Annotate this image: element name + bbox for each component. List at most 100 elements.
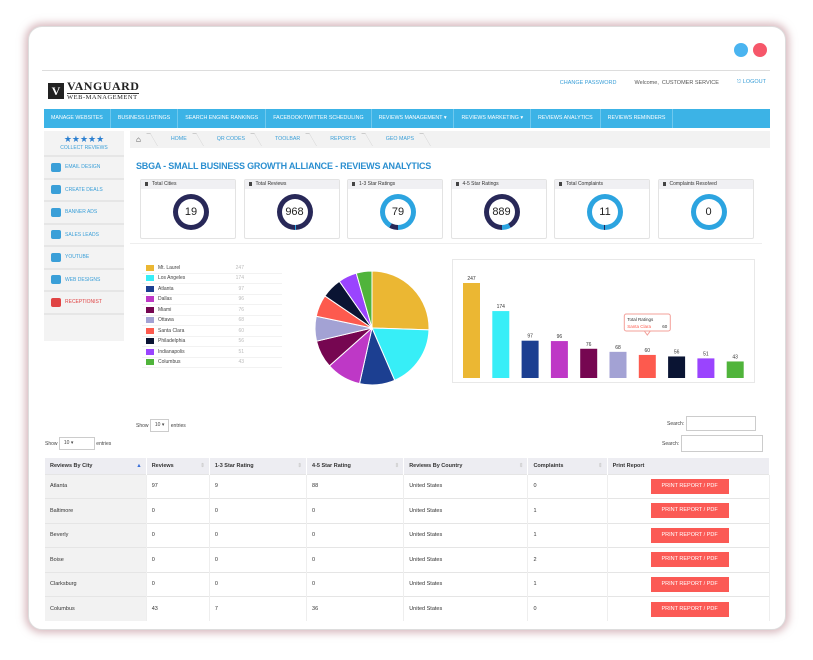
legend-item: Santa Clara 60 [142, 326, 282, 337]
bar-label: 51 [703, 351, 709, 357]
table-row: Columbus 43 7 36 United States 0 PRINT REPORT … [45, 596, 770, 621]
chart-legend: Mt. Laurel 247 Los Angeles 174 Atlanta 97 Dall… [142, 263, 282, 368]
legend-label: Mt. Laurel [158, 264, 181, 271]
inner-entries-select[interactable]: 10 ▾ [149, 419, 170, 432]
print-report-button[interactable]: PRINT REPORT / PDF [650, 478, 729, 494]
inner-search-input[interactable] [685, 416, 756, 431]
breadcrumb-item[interactable]: HOME [157, 131, 203, 148]
column-header[interactable]: 1-3 Star Rating ⇕ [209, 458, 308, 474]
bar[interactable] [726, 361, 744, 378]
nav-item[interactable]: REVIEWS ANALYTICS [531, 109, 601, 128]
sidebar-item[interactable]: EMAIL DESIGN [44, 157, 124, 180]
sort-icon: ⇕ [518, 462, 524, 469]
home-icon[interactable]: ⌂ [130, 131, 157, 148]
sidebar-item[interactable]: CREATE DEALS [44, 180, 124, 202]
pie-chart [314, 270, 430, 386]
legend-item: Columbus 43 [142, 358, 282, 368]
bar[interactable] [697, 358, 715, 378]
sidebar-item[interactable]: YOUTUBE [44, 247, 124, 270]
sidebar-item-label: SALES LEADS [65, 231, 99, 238]
search-control: Search: [662, 435, 763, 452]
table-cell: 1 [527, 571, 608, 597]
table-cell: 1 [527, 522, 608, 548]
window-dot-red[interactable] [753, 43, 767, 57]
table-cell: 43 [146, 596, 210, 621]
column-header[interactable]: Complaints ⇕ [527, 458, 608, 474]
legend-item: Indianapolis 51 [142, 347, 282, 358]
print-cell: PRINT REPORT / PDF [607, 571, 770, 597]
select-value: 10 [63, 440, 70, 446]
table-cell: 0 [209, 571, 308, 597]
column-header[interactable]: 4-5 Star Rating ⇕ [306, 458, 405, 474]
column-header[interactable]: Reviews By City ▲ [45, 458, 147, 474]
print-report-button[interactable]: PRINT REPORT / PDF [650, 601, 729, 617]
column-header[interactable]: Reviews ⇕ [146, 458, 210, 474]
table-cell: 0 [527, 596, 608, 621]
bar[interactable] [609, 351, 627, 378]
pie-slice[interactable] [371, 327, 430, 381]
legend-swatch [146, 275, 154, 282]
kpi-value: 968 [281, 199, 308, 225]
nav-item[interactable]: SEARCH ENGINE RANKINGS [178, 109, 267, 128]
pie-slice[interactable] [371, 270, 430, 331]
header-label: Complaints [533, 462, 564, 469]
nav-item[interactable]: FACEBOOK/TWITTER SCHEDULING [266, 109, 372, 128]
print-report-button[interactable]: PRINT REPORT / PDF [650, 552, 729, 568]
sidebar-item-label: YOUTUBE [65, 254, 90, 261]
breadcrumb-item[interactable]: GEO MAPS [372, 131, 430, 148]
inner-search: Search: [667, 416, 756, 431]
legend-swatch [146, 285, 154, 292]
show-label: Show [136, 422, 149, 429]
print-report-button[interactable]: PRINT REPORT / PDF [650, 527, 729, 543]
sidebar-item[interactable]: RECEPTIONIST [44, 292, 124, 315]
create-deals-icon [51, 185, 61, 195]
header-label: 4-5 Star Rating [312, 462, 351, 469]
legend-value: 56 [238, 338, 244, 345]
breadcrumb-item[interactable]: QR CODES [203, 131, 261, 148]
entries-select[interactable]: 10 ▾ [58, 437, 95, 450]
sidebar-item[interactable]: BANNER ADS [44, 202, 124, 225]
table-cell: United States [403, 473, 529, 499]
breadcrumb-item[interactable]: REPORTS [316, 131, 372, 148]
bar[interactable] [580, 348, 598, 378]
header-label: Reviews [151, 462, 174, 469]
length-control: Show 10 ▾ entries [45, 437, 111, 450]
bar[interactable] [492, 311, 510, 378]
bar[interactable] [668, 356, 686, 378]
sidebar-item[interactable]: SALES LEADS [44, 225, 124, 247]
table-cell: 1 [527, 498, 608, 523]
table-row: Clarksburg 0 0 0 United States 1 PRINT REPORT … [45, 571, 770, 597]
nav-item[interactable]: BUSINESS LISTINGS [111, 109, 179, 128]
column-header[interactable]: Print Report [607, 458, 770, 474]
legend-label: Miami [158, 306, 172, 313]
print-report-button[interactable]: PRINT REPORT / PDF [650, 503, 729, 519]
pie-slice[interactable] [355, 270, 373, 329]
nav-item[interactable]: MANAGE WEBSITES [44, 109, 111, 128]
nav-item[interactable]: REVIEWS MARKETING ▾ [454, 109, 532, 128]
bar[interactable] [463, 283, 480, 378]
bar[interactable] [550, 341, 568, 378]
bar[interactable] [638, 354, 656, 378]
sidebar-collect-reviews[interactable]: ★★★★★ COLLECT REVIEWS [44, 131, 124, 157]
top-links: CHANGE PASSWORD Welcome, CUSTOMER SERVIC… [560, 79, 766, 86]
breadcrumb-item[interactable]: TOOLBAR [261, 131, 316, 148]
column-header[interactable]: Reviews By Country ⇕ [403, 458, 529, 474]
window-dot-blue[interactable] [734, 43, 748, 57]
table-cell: 0 [306, 498, 405, 523]
kpi-label: Complaints Resolved [658, 180, 753, 189]
nav-item[interactable]: REVIEWS MANAGEMENT ▾ [372, 109, 455, 128]
legend-item: Atlanta 97 [142, 284, 282, 295]
kpi-value: 889 [488, 199, 515, 225]
change-password-link[interactable]: CHANGE PASSWORD [559, 79, 617, 86]
logo-name: VANGUARD [67, 79, 140, 94]
tooltip-pointer [643, 330, 652, 336]
table-cell: United States [403, 522, 529, 548]
nav-item[interactable]: REVIEWS REMINDERS [601, 109, 674, 128]
print-report-button[interactable]: PRINT REPORT / PDF [650, 576, 729, 592]
table-cell: 0 [146, 522, 210, 548]
logo[interactable]: V VANGUARD WEB-MANAGEMENT [48, 79, 140, 102]
sidebar-item[interactable]: WEB DESIGNS [44, 270, 124, 292]
logout-link[interactable]: ⎋ LOGOUT [737, 79, 766, 86]
search-input[interactable] [680, 435, 763, 452]
bar[interactable] [521, 340, 539, 378]
